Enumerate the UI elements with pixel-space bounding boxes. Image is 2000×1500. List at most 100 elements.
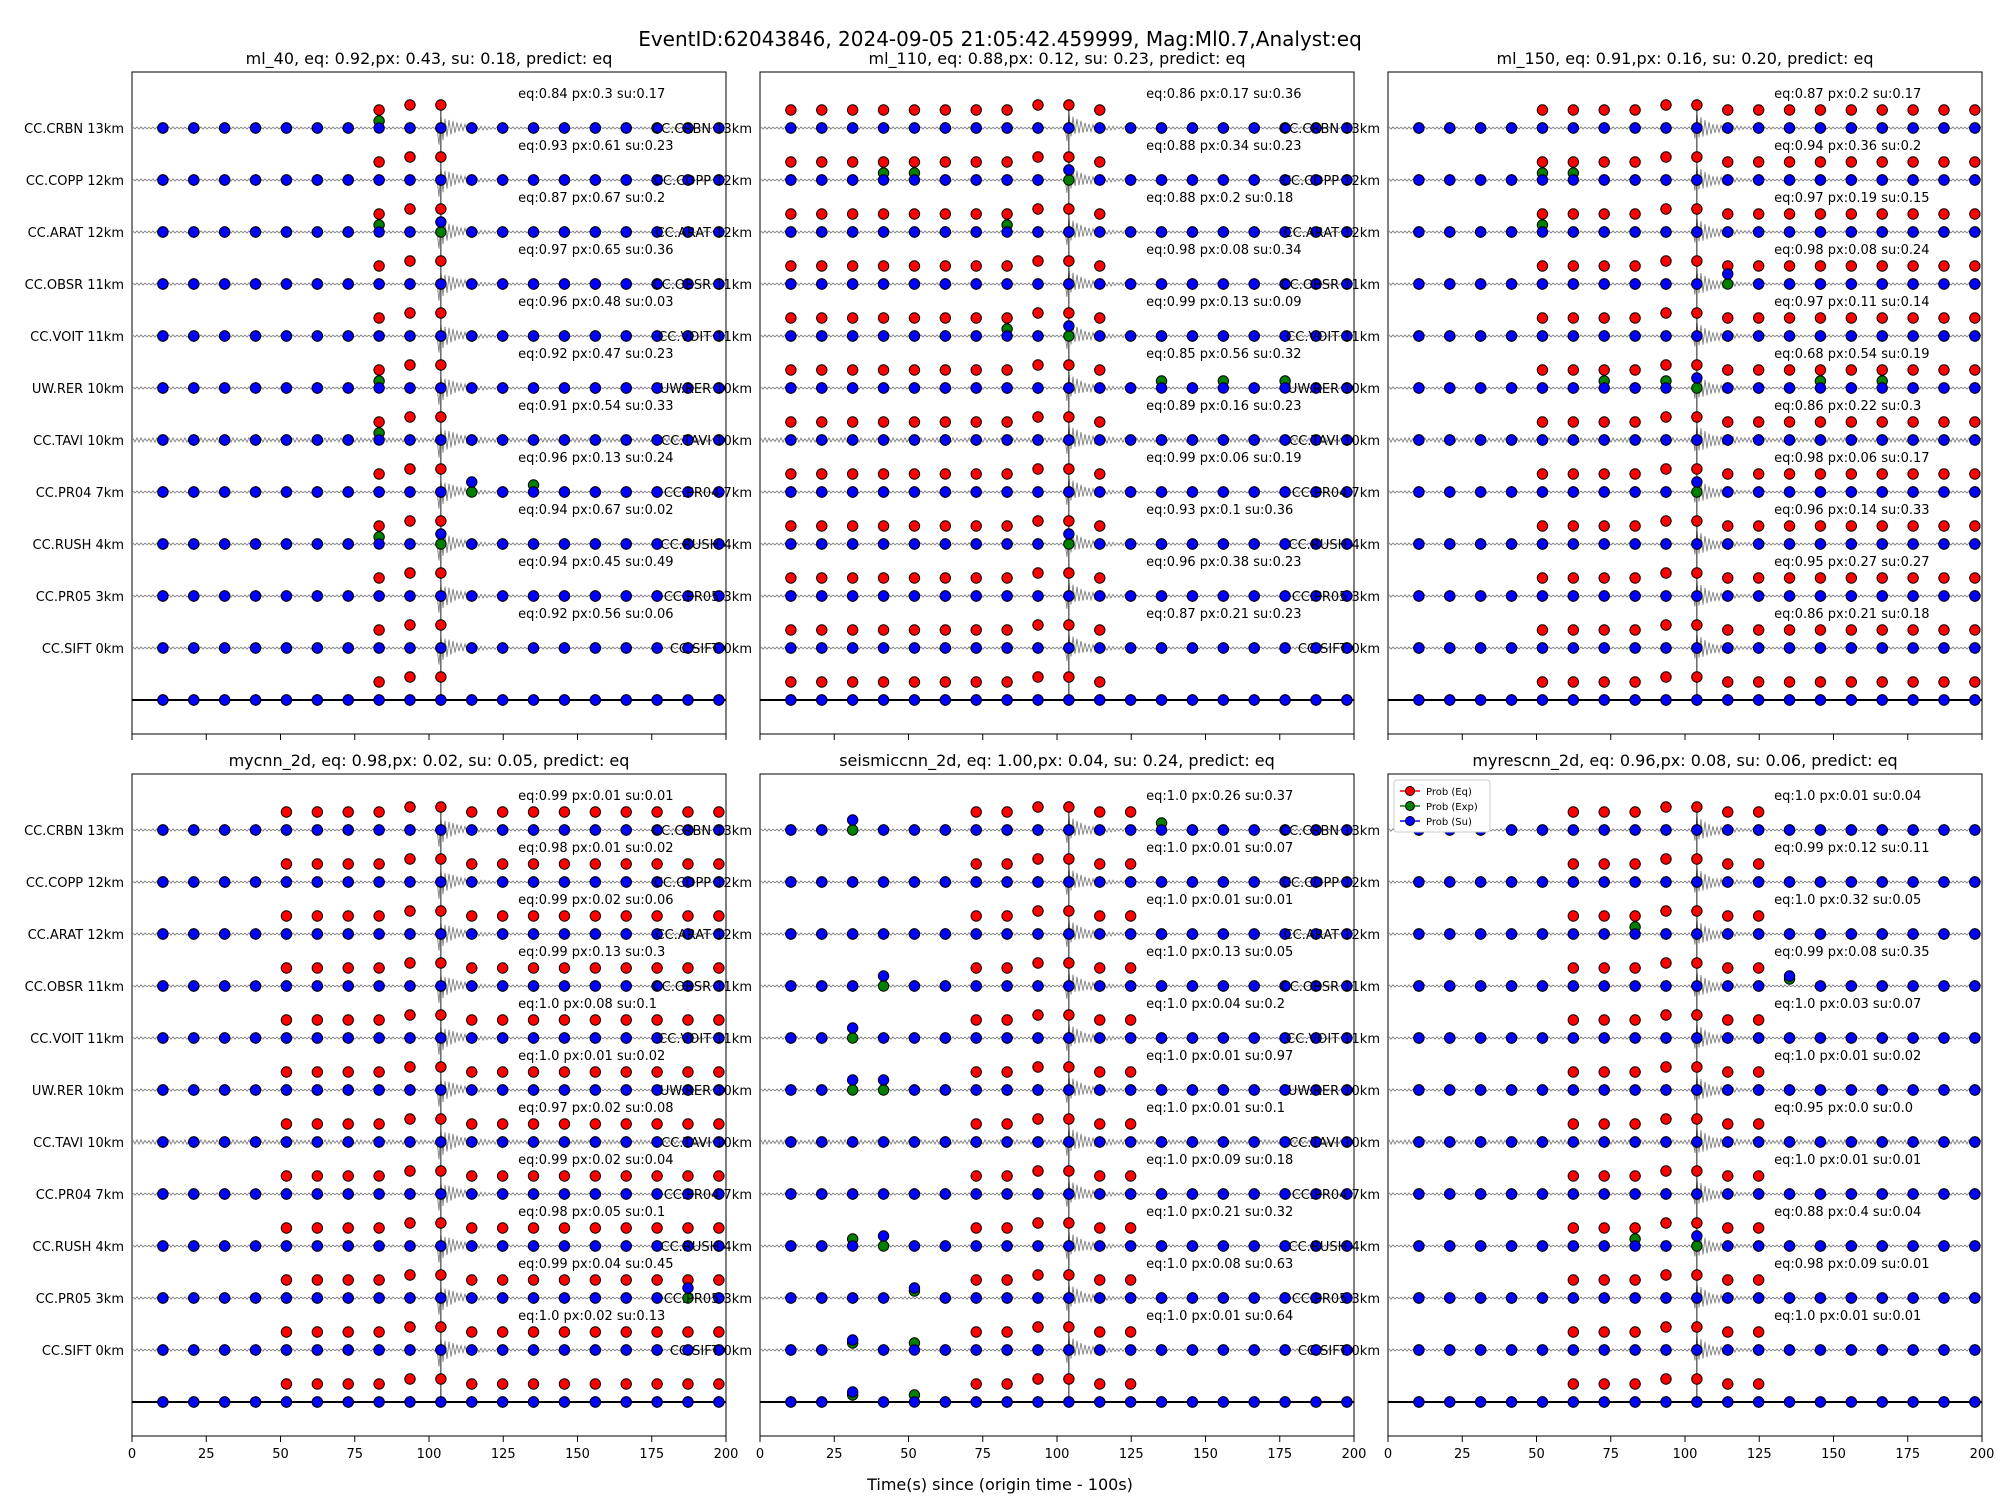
station-label: CC.CRBN 13km bbox=[24, 824, 124, 839]
eq-prob-marker bbox=[1692, 516, 1702, 526]
station-label: CC.VOIT 11km bbox=[1286, 1032, 1380, 1047]
su-prob-marker bbox=[405, 1137, 415, 1147]
su-prob-marker bbox=[189, 1293, 199, 1303]
eq-prob-marker bbox=[528, 807, 538, 817]
eq-prob-marker bbox=[1846, 417, 1856, 427]
probability-annotation: eq:0.97 px:0.19 su:0.15 bbox=[1774, 191, 1929, 206]
eq-prob-marker bbox=[1723, 417, 1733, 427]
su-prob-marker bbox=[1939, 175, 1949, 185]
eq-prob-marker bbox=[1033, 412, 1043, 422]
eq-prob-marker bbox=[1630, 313, 1640, 323]
su-prob-marker bbox=[1723, 695, 1733, 705]
su-prob-marker bbox=[1568, 1033, 1578, 1043]
su-prob-marker bbox=[1970, 175, 1980, 185]
eq-prob-marker bbox=[1064, 1270, 1074, 1280]
eq-prob-marker bbox=[1568, 1119, 1578, 1129]
su-prob-marker bbox=[1815, 383, 1825, 393]
su-prob-marker bbox=[909, 981, 919, 991]
su-prob-marker bbox=[971, 175, 981, 185]
su-prob-marker bbox=[940, 929, 950, 939]
eq-prob-marker bbox=[343, 1275, 353, 1285]
eq-prob-marker bbox=[1908, 469, 1918, 479]
eq-prob-marker bbox=[1939, 313, 1949, 323]
eq-prob-marker bbox=[971, 521, 981, 531]
su-prob-marker bbox=[1753, 383, 1763, 393]
su-prob-marker bbox=[1033, 435, 1043, 445]
su-prob-marker bbox=[158, 487, 168, 497]
su-prob-marker bbox=[621, 487, 631, 497]
su-prob-marker bbox=[1723, 591, 1733, 601]
eq-prob-marker bbox=[405, 568, 415, 578]
su-prob-marker bbox=[1342, 695, 1352, 705]
eq-prob-marker bbox=[1661, 1114, 1671, 1124]
su-prob-marker bbox=[1753, 1293, 1763, 1303]
exp-prob-marker bbox=[1723, 279, 1733, 289]
eq-prob-marker bbox=[1002, 365, 1012, 375]
eq-prob-marker bbox=[1630, 105, 1640, 115]
eq-prob-marker bbox=[621, 963, 631, 973]
su-prob-marker bbox=[405, 123, 415, 133]
su-prob-marker bbox=[1414, 877, 1424, 887]
su-prob-marker bbox=[1877, 1397, 1887, 1407]
su-prob-marker bbox=[1506, 383, 1516, 393]
eq-prob-marker bbox=[621, 1379, 631, 1389]
su-prob-marker bbox=[1506, 539, 1516, 549]
su-prob-marker bbox=[847, 435, 857, 445]
su-prob-marker bbox=[1846, 929, 1856, 939]
su-prob-marker bbox=[343, 539, 353, 549]
eq-prob-marker bbox=[1784, 521, 1794, 531]
eq-prob-marker bbox=[1599, 1119, 1609, 1129]
su-prob-marker bbox=[1095, 1397, 1105, 1407]
su-prob-marker bbox=[1506, 435, 1516, 445]
su-prob-marker bbox=[436, 1085, 446, 1095]
su-prob-marker bbox=[374, 929, 384, 939]
station-label: CC.TAVI 10km bbox=[1289, 434, 1380, 449]
su-prob-marker bbox=[1630, 435, 1640, 445]
su-prob-marker bbox=[1877, 643, 1887, 653]
su-prob-marker bbox=[1506, 487, 1516, 497]
su-prob-marker bbox=[467, 331, 477, 341]
su-prob-marker bbox=[1414, 227, 1424, 237]
su-prob-marker bbox=[878, 643, 888, 653]
eq-prob-marker bbox=[312, 859, 322, 869]
eq-prob-marker bbox=[1877, 313, 1887, 323]
su-prob-marker bbox=[467, 123, 477, 133]
eq-prob-marker bbox=[1568, 417, 1578, 427]
eq-prob-marker bbox=[497, 1327, 507, 1337]
station-label: CC.PR04 7km bbox=[664, 486, 752, 501]
su-prob-marker bbox=[1877, 227, 1887, 237]
su-prob-marker bbox=[1156, 331, 1166, 341]
x-axis-label: Time(s) since (origin time - 100s) bbox=[866, 1475, 1133, 1494]
eq-prob-marker bbox=[1599, 1015, 1609, 1025]
eq-prob-marker bbox=[621, 1327, 631, 1337]
eq-prob-marker bbox=[528, 1223, 538, 1233]
su-prob-marker bbox=[1723, 1189, 1733, 1199]
su-prob-marker bbox=[219, 643, 229, 653]
su-prob-marker bbox=[374, 825, 384, 835]
su-prob-marker bbox=[1599, 1033, 1609, 1043]
su-prob-marker bbox=[1939, 1293, 1949, 1303]
su-prob-marker bbox=[817, 877, 827, 887]
eq-prob-marker bbox=[1877, 521, 1887, 531]
su-prob-marker bbox=[1599, 643, 1609, 653]
su-prob-marker bbox=[1568, 435, 1578, 445]
x-tick-label: 50 bbox=[1528, 1447, 1545, 1462]
x-tick-label: 75 bbox=[1602, 1447, 1619, 1462]
su-prob-marker bbox=[1249, 1085, 1259, 1095]
eq-prob-marker bbox=[528, 1171, 538, 1181]
eq-prob-marker bbox=[1692, 464, 1702, 474]
su-prob-marker bbox=[1218, 591, 1228, 601]
su-prob-marker bbox=[250, 825, 260, 835]
probability-annotation: eq:1.0 px:0.01 su:0.64 bbox=[1146, 1309, 1293, 1324]
su-prob-marker bbox=[971, 539, 981, 549]
su-prob-marker bbox=[1537, 1189, 1547, 1199]
su-prob-marker bbox=[343, 1293, 353, 1303]
probability-annotation: eq:0.96 px:0.14 su:0.33 bbox=[1774, 503, 1929, 518]
su-prob-marker bbox=[405, 227, 415, 237]
su-prob-marker bbox=[590, 1033, 600, 1043]
su-prob-marker bbox=[621, 1293, 631, 1303]
eq-prob-marker bbox=[1815, 209, 1825, 219]
subplot-title: ml_40, eq: 0.92,px: 0.43, su: 0.18, pred… bbox=[246, 49, 613, 69]
eq-prob-marker bbox=[1630, 1015, 1640, 1025]
su-prob-marker bbox=[1908, 1189, 1918, 1199]
